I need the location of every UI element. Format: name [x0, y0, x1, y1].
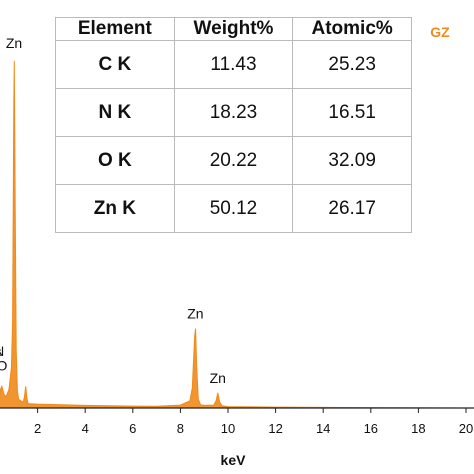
column-header-element: Element [55, 17, 175, 41]
x-tick-label: 10 [221, 421, 235, 436]
element-cell: N K [55, 88, 175, 137]
weight-cell: 20.22 [173, 136, 294, 185]
atomic-cell: 16.51 [292, 88, 412, 137]
weight-cell: 18.23 [173, 88, 294, 137]
peak-label: N [0, 343, 4, 359]
atomic-cell: 32.09 [292, 136, 412, 185]
x-axis-title: keV [221, 452, 247, 468]
peak-label: Zn [187, 305, 203, 321]
peak-label: C [0, 344, 2, 360]
weight-cell: 11.43 [173, 40, 294, 89]
weight-cell: 50.12 [173, 184, 294, 233]
column-header-atomic: Atomic% [292, 17, 412, 41]
table-header-row: Element Weight% Atomic% [55, 17, 412, 41]
element-cell: O K [55, 136, 175, 185]
atomic-cell: 25.23 [292, 40, 412, 89]
x-tick-label: 20 [459, 421, 473, 436]
column-header-weight: Weight% [173, 17, 294, 41]
composition-table: Element Weight% Atomic% C K 11.43 25.23 … [55, 17, 412, 233]
sample-tag: GZ [430, 24, 450, 40]
table-row: Zn K 50.12 26.17 [55, 184, 412, 233]
table-row: O K 20.22 32.09 [55, 136, 412, 185]
x-tick-label: 8 [177, 421, 184, 436]
x-tick-label: 16 [364, 421, 378, 436]
peak-label: O [0, 357, 7, 373]
x-tick-label: 2 [34, 421, 41, 436]
x-axis: 2 4 6 8 10 12 14 16 18 20 [0, 407, 474, 436]
x-tick-label: 14 [316, 421, 330, 436]
x-tick-label: 4 [82, 421, 89, 436]
peak-label: Zn [6, 35, 22, 51]
x-tick-label: 12 [268, 421, 282, 436]
element-cell: C K [55, 40, 175, 89]
spectrum-series [0, 60, 467, 409]
peak-label: Zn [210, 370, 226, 386]
element-cell: Zn K [55, 184, 175, 233]
x-tick-label: 6 [129, 421, 136, 436]
table-row: C K 11.43 25.23 [55, 40, 412, 89]
x-tick-label: 18 [411, 421, 425, 436]
atomic-cell: 26.17 [292, 184, 412, 233]
table-row: N K 18.23 16.51 [55, 88, 412, 137]
